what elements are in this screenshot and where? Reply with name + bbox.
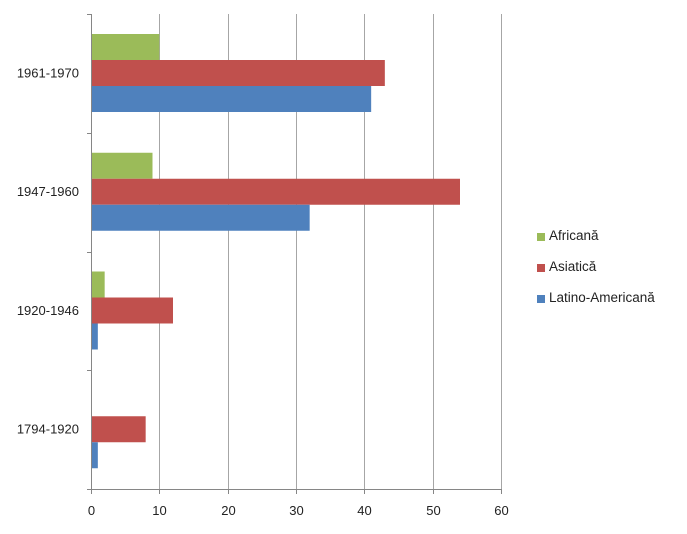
bar — [91, 271, 105, 298]
x-tick-label: 10 — [152, 503, 166, 518]
category-label: 1920-1946 — [17, 303, 79, 318]
y-axis-category-labels: 1794-1920 1920-1946 1947-1960 1961-1970 — [17, 65, 79, 436]
bar — [91, 152, 153, 179]
legend-swatch-icon — [537, 294, 545, 303]
x-tick-label: 40 — [357, 503, 371, 518]
x-tick-label: 20 — [221, 503, 235, 518]
legend-label: Latino-Americană — [549, 290, 655, 305]
legend-item-asiatica: Asiatică — [537, 257, 655, 276]
legend: Africană Asiatică Latino-Americană — [537, 226, 655, 319]
legend-item-latino-americana: Latino-Americană — [537, 288, 655, 307]
legend-label: Asiatică — [549, 259, 597, 274]
bar — [91, 204, 310, 231]
bar — [91, 416, 146, 443]
category-label: 1961-1970 — [17, 65, 79, 80]
bar — [91, 34, 160, 60]
x-tick-label: 50 — [426, 503, 440, 518]
category-label: 1794-1920 — [17, 422, 79, 437]
bar — [91, 442, 98, 469]
bar — [91, 323, 98, 350]
legend-item-africana: Africană — [537, 226, 655, 245]
bars — [91, 34, 460, 469]
legend-label: Africană — [549, 228, 599, 243]
bar — [91, 178, 460, 205]
bar — [91, 60, 385, 86]
x-tick-label: 30 — [289, 503, 303, 518]
bar — [91, 86, 372, 112]
x-tick-label: 60 — [494, 503, 508, 518]
x-tick-label: 0 — [88, 503, 95, 518]
axes — [87, 14, 502, 494]
legend-swatch-icon — [537, 263, 545, 272]
legend-swatch-icon — [537, 232, 545, 241]
category-label: 1947-1960 — [17, 184, 79, 199]
bar — [91, 297, 173, 324]
x-axis-tick-labels: 0 10 20 30 40 50 60 — [88, 503, 509, 518]
